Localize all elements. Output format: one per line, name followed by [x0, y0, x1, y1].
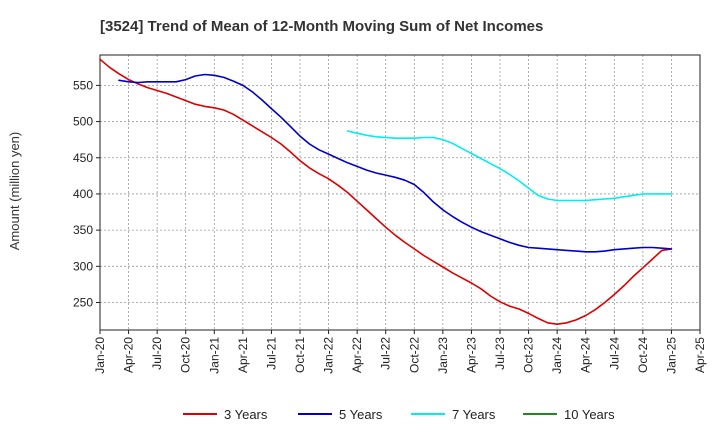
y-tick-label: 400: [73, 187, 93, 201]
x-tick-label: Oct-22: [407, 337, 421, 373]
x-tick-label: Jan-21: [207, 337, 221, 374]
x-tick-label: Apr-20: [122, 337, 136, 373]
y-tick-label: 450: [73, 151, 93, 165]
y-tick-label: 550: [73, 78, 93, 92]
series-line-3-years: [99, 58, 673, 326]
x-tick-label: Apr-21: [236, 337, 250, 373]
x-tick-label: Apr-24: [579, 337, 593, 373]
x-tick-label: Jan-23: [436, 337, 450, 374]
x-tick-label: Oct-24: [636, 337, 650, 373]
x-tick-label: Oct-21: [293, 337, 307, 373]
x-tick-label: Jan-20: [93, 337, 107, 374]
x-tick-label: Jan-22: [322, 337, 336, 374]
legend-label: 7 Years: [452, 407, 496, 422]
y-tick-label: 300: [73, 259, 93, 273]
y-axis-ticks: 250 300 350 400 450 500 550: [73, 78, 100, 310]
series-line-7-years: [346, 130, 673, 202]
x-tick-label: Oct-23: [522, 337, 536, 373]
x-tick-label: Jul-20: [150, 337, 164, 370]
series-lines: [99, 58, 673, 326]
series-line-5-years: [118, 73, 673, 253]
plot-frame: [99, 54, 701, 331]
chart-title: [3524] Trend of Mean of 12-Month Moving …: [100, 18, 543, 35]
legend: 3 Years 5 Years 7 Years 10 Years: [183, 407, 615, 422]
legend-label: 5 Years: [339, 407, 383, 422]
x-tick-label: Oct-20: [179, 337, 193, 373]
y-axis-label: Amount (million yen): [7, 132, 22, 251]
x-tick-label: Apr-23: [464, 337, 478, 373]
x-tick-label: Jul-23: [493, 337, 507, 370]
y-tick-label: 250: [73, 296, 93, 310]
x-axis-ticks: Jan-20 Apr-20 Jul-20 Oct-20 Jan-21 Apr-21 Jul-…: [93, 330, 707, 374]
y-tick-label: 350: [73, 223, 93, 237]
legend-label: 3 Years: [224, 407, 268, 422]
x-tick-label: Jul-21: [264, 337, 278, 370]
x-tick-label: Apr-22: [350, 337, 364, 373]
x-tick-label: Jan-24: [550, 337, 564, 374]
x-tick-label: Jan-25: [664, 337, 678, 374]
x-tick-label: Jul-22: [379, 337, 393, 370]
y-tick-label: 500: [73, 115, 93, 129]
legend-label: 10 Years: [564, 407, 615, 422]
x-tick-label: Apr-25: [693, 337, 707, 373]
grid-lines: [100, 55, 700, 330]
x-tick-label: Jul-24: [607, 337, 621, 370]
